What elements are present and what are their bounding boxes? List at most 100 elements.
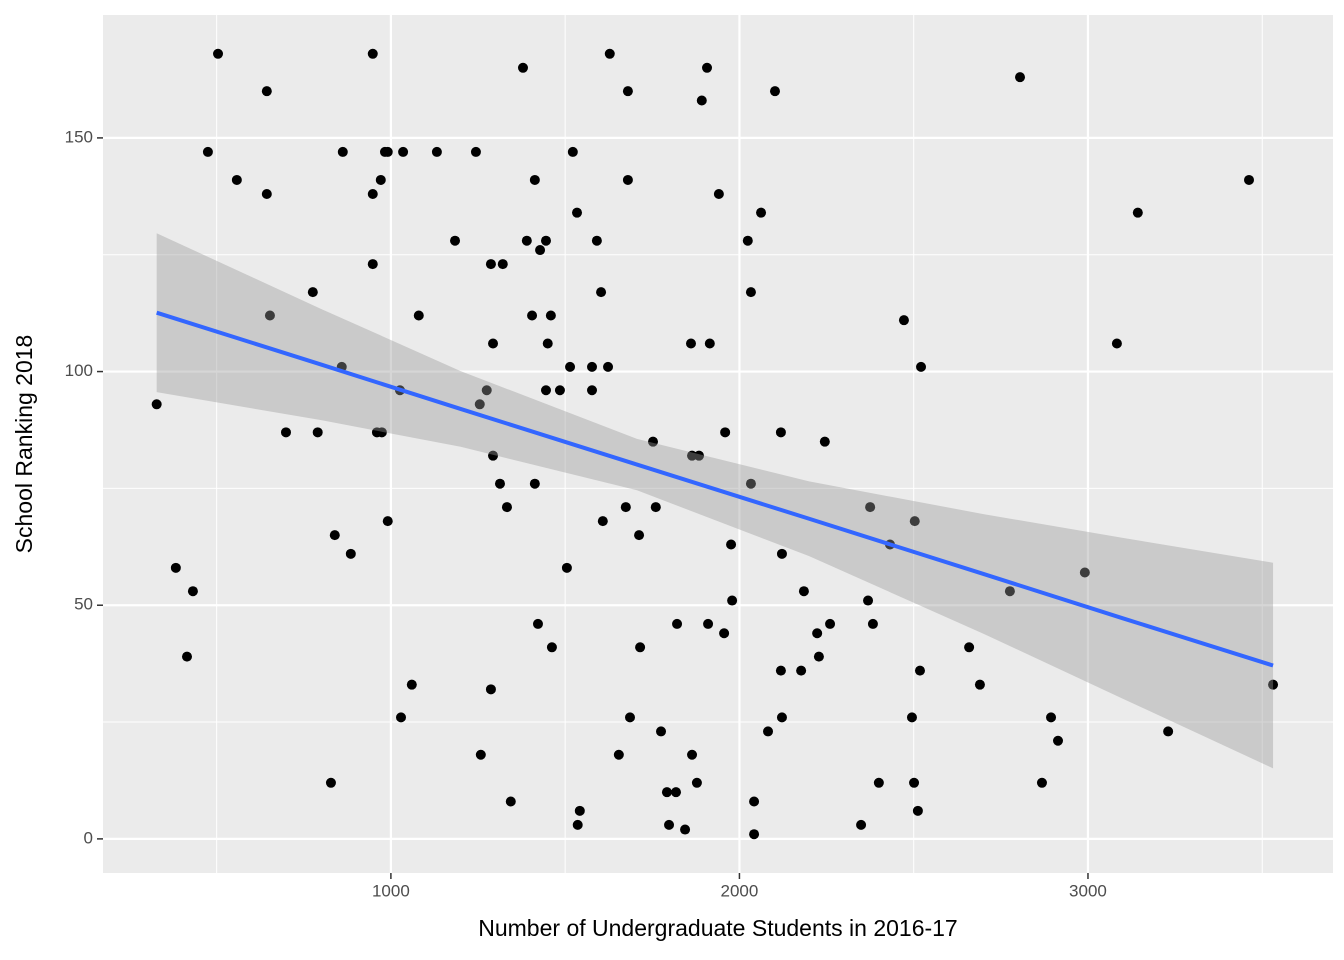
point xyxy=(687,450,698,461)
point xyxy=(742,235,753,246)
point xyxy=(974,679,985,690)
point xyxy=(494,478,505,489)
point xyxy=(261,188,272,199)
x-tick-label: 3000 xyxy=(1069,881,1107,900)
point xyxy=(470,146,481,157)
point xyxy=(914,665,925,676)
point xyxy=(671,787,682,798)
point xyxy=(597,516,608,527)
point xyxy=(450,235,461,246)
point xyxy=(367,259,378,270)
x-tick-label: 2000 xyxy=(721,881,759,900)
point xyxy=(505,796,516,807)
point xyxy=(1004,586,1015,597)
point xyxy=(527,310,538,321)
point xyxy=(863,595,874,606)
point xyxy=(634,530,645,541)
point xyxy=(661,787,672,798)
point xyxy=(485,684,496,695)
point xyxy=(170,562,181,573)
point xyxy=(691,777,702,788)
point xyxy=(745,287,756,298)
point xyxy=(307,287,318,298)
point xyxy=(703,618,714,629)
point xyxy=(1079,567,1090,578)
point xyxy=(481,385,492,396)
point xyxy=(680,824,691,835)
point xyxy=(1036,777,1047,788)
point xyxy=(574,805,585,816)
point xyxy=(497,259,508,270)
point xyxy=(775,427,786,438)
point xyxy=(474,399,485,410)
point xyxy=(375,174,386,185)
point xyxy=(280,427,291,438)
point xyxy=(916,361,927,372)
point xyxy=(545,310,556,321)
point xyxy=(685,338,696,349)
point xyxy=(488,338,499,349)
point xyxy=(382,146,393,157)
point xyxy=(749,829,760,840)
point xyxy=(231,174,242,185)
point xyxy=(431,146,442,157)
y-axis-title: School Ranking 2018 xyxy=(11,335,37,554)
point xyxy=(763,726,774,737)
panel xyxy=(103,15,1333,873)
point xyxy=(376,427,387,438)
point xyxy=(776,712,787,723)
point xyxy=(622,86,633,97)
point xyxy=(382,516,393,527)
point xyxy=(1053,735,1064,746)
point xyxy=(664,819,675,830)
point xyxy=(656,726,667,737)
point xyxy=(1132,207,1143,218)
point xyxy=(796,665,807,676)
point xyxy=(812,628,823,639)
point xyxy=(898,315,909,326)
point xyxy=(529,174,540,185)
point xyxy=(704,338,715,349)
confidence-band xyxy=(156,233,1274,769)
point xyxy=(719,628,730,639)
point xyxy=(587,385,598,396)
point xyxy=(613,749,624,760)
point xyxy=(542,338,553,349)
point xyxy=(603,361,614,372)
point xyxy=(329,530,340,541)
point xyxy=(647,436,658,447)
point xyxy=(798,586,809,597)
point xyxy=(325,777,336,788)
point xyxy=(865,502,876,513)
point xyxy=(475,749,486,760)
point xyxy=(635,642,646,653)
y-tick-label: 100 xyxy=(65,361,93,380)
point xyxy=(604,48,615,59)
point xyxy=(406,679,417,690)
point xyxy=(819,436,830,447)
point xyxy=(696,95,707,106)
point xyxy=(532,618,543,629)
fit-line xyxy=(156,310,1274,668)
point xyxy=(727,595,738,606)
point xyxy=(713,188,724,199)
x-axis-title: Number of Undergraduate Students in 2016… xyxy=(478,915,957,941)
point xyxy=(912,805,923,816)
point xyxy=(587,361,598,372)
point xyxy=(702,62,713,73)
point xyxy=(521,235,532,246)
point xyxy=(572,207,583,218)
point xyxy=(687,749,698,760)
point xyxy=(749,796,760,807)
point xyxy=(622,174,633,185)
point xyxy=(488,450,499,461)
point xyxy=(565,361,576,372)
point xyxy=(1111,338,1122,349)
point xyxy=(517,62,528,73)
point xyxy=(1268,679,1279,690)
marks xyxy=(151,48,1279,840)
point xyxy=(367,188,378,199)
point xyxy=(720,427,731,438)
point xyxy=(345,548,356,559)
